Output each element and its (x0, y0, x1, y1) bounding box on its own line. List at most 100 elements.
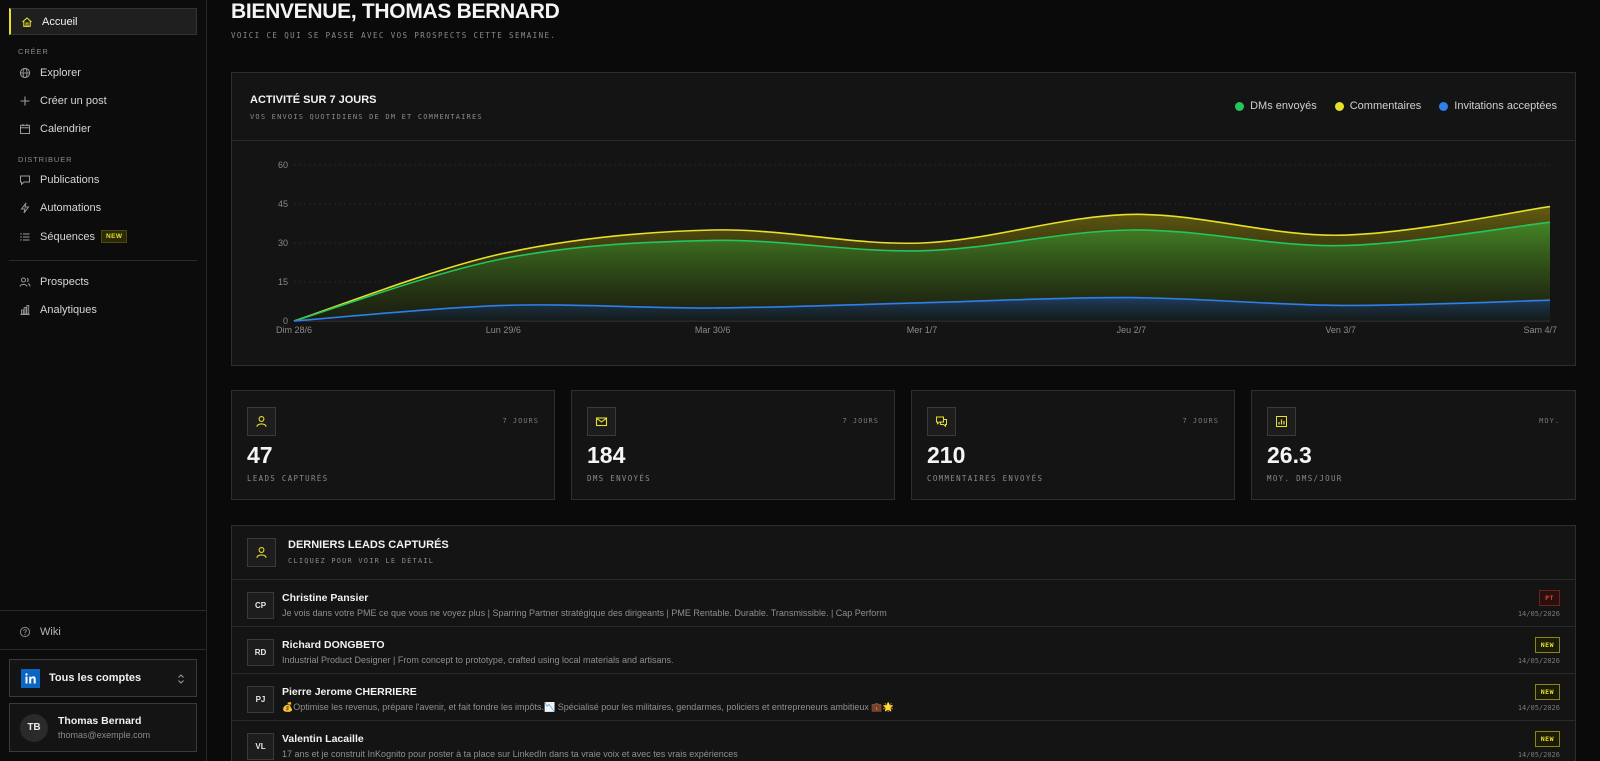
stat-label: LEADS CAPTURÉS (247, 474, 329, 483)
avatar: TB (20, 713, 48, 742)
users-icon (19, 276, 31, 288)
x-tick-label: Dim 28/6 (276, 325, 312, 335)
lead-avatar: PJ (247, 686, 274, 713)
lead-headline: 17 ans et je construit InKognito pour po… (282, 749, 738, 759)
sidebar-item-automations[interactable]: Automations (9, 194, 197, 221)
lead-avatar: RD (247, 639, 274, 666)
user-name: Thomas Bernard (58, 715, 142, 727)
linkedin-icon (21, 668, 40, 688)
chart-divider (232, 140, 1575, 141)
stat-period-tag: 7 JOURS (502, 417, 539, 425)
y-tick-label: 30 (278, 238, 288, 248)
comments-icon (927, 407, 956, 436)
sidebar-item-wiki[interactable]: Wiki (9, 618, 197, 645)
user-info: Thomas Bernard thomas@exemple.com (58, 715, 150, 740)
line-dms-envoyes (293, 221, 1551, 322)
sidebar-item-label: Wiki (40, 625, 61, 638)
stat-card-average[interactable]: MOY. 26.3 MOY. DMS/JOUR (1251, 390, 1576, 500)
sidebar-divider (0, 649, 207, 650)
stat-card-comments[interactable]: 7 JOURS 210 COMMENTAIRES ENVOYÉS (911, 390, 1235, 500)
sidebar-item-label: Explorer (40, 66, 81, 79)
sidebar-item-calendar[interactable]: Calendrier (9, 115, 197, 142)
lead-row[interactable]: CP Christine Pansier Je vois dans votre … (232, 579, 1575, 626)
lead-name: Christine Pansier (282, 592, 369, 604)
list-icon (19, 231, 31, 243)
stat-label: MOY. DMS/JOUR (1267, 474, 1343, 483)
legend-label: DMs envoyés (1250, 100, 1317, 112)
legend-item-comments: Commentaires (1334, 100, 1421, 112)
sidebar-item-label: Séquences (40, 230, 96, 243)
sidebar-divider (9, 260, 197, 261)
lead-headline: Industrial Product Designer | From conce… (282, 655, 674, 665)
activity-area-chart: 0 15 30 45 60 Dim 28/6 Lun 29/6 Mar 30/6 Mer 1/7… (276, 160, 1557, 335)
user-email: thomas@exemple.com (58, 730, 151, 740)
stat-label: COMMENTAIRES ENVOYÉS (927, 474, 1044, 483)
lead-status-badge: PT (1539, 590, 1560, 606)
lead-date: 14/05/2026 (1517, 657, 1560, 665)
account-selector-label: Tous les comptes (49, 672, 142, 684)
y-tick-label: 15 (278, 277, 288, 287)
lead-avatar: VL (247, 733, 274, 760)
chevron-up-down-icon (177, 672, 185, 690)
lead-row[interactable]: VL Valentin Lacaille 17 ans et je constr… (232, 720, 1575, 761)
lead-status-badge: NEW (1534, 731, 1560, 747)
sidebar-item-analytics[interactable]: Analytiques (9, 296, 197, 323)
lead-avatar: CP (247, 592, 274, 619)
sidebar-divider (0, 610, 207, 611)
calendar-icon (19, 123, 31, 135)
lead-headline: Je vois dans votre PME ce que vous ne vo… (282, 608, 887, 618)
page-subtitle: VOICI CE QUI SE PASSE AVEC VOS PROSPECTS… (231, 31, 557, 40)
bar-chart-icon (1267, 407, 1296, 436)
sidebar-item-create-post[interactable]: Créer un post (9, 87, 197, 114)
account-selector[interactable]: Tous les comptes (9, 659, 197, 697)
stat-card-leads[interactable]: 7 JOURS 47 LEADS CAPTURÉS (231, 390, 555, 500)
home-icon (21, 16, 33, 28)
sidebar-item-label: Automations (40, 201, 102, 214)
section-create-label: CRÉER (18, 47, 49, 56)
globe-icon (19, 67, 31, 79)
sidebar-item-sequences[interactable]: Séquences NEW (9, 223, 197, 250)
help-circle-icon (19, 626, 31, 638)
stat-value: 210 (927, 442, 966, 468)
line-commentaires (293, 205, 1551, 322)
page-title: BIENVENUE, THOMAS BERNARD (231, 0, 560, 23)
message-icon (19, 174, 31, 186)
lead-name: Pierre Jerome CHERRIERE (282, 686, 417, 698)
x-tick-label: Lun 29/6 (486, 325, 521, 335)
stat-card-dms[interactable]: 7 JOURS 184 DMS ENVOYÉS (571, 390, 895, 500)
lead-headline: 💰Optimise les revenus, prépare l'avenir,… (282, 702, 894, 712)
x-tick-label: Mer 1/7 (907, 325, 938, 335)
x-tick-label: Ven 3/7 (1325, 325, 1356, 335)
x-tick-label: Mar 30/6 (695, 325, 731, 335)
leads-title: DERNIERS LEADS CAPTURÉS (288, 539, 449, 551)
stat-value: 184 (587, 442, 626, 468)
bolt-icon (19, 202, 31, 214)
leads-subtitle: CLIQUEZ POUR VOIR LE DÉTAIL (288, 557, 435, 565)
sidebar-item-prospects[interactable]: Prospects (9, 268, 197, 295)
sidebar-item-explore[interactable]: Explorer (9, 59, 197, 86)
sidebar-item-home[interactable]: Accueil (9, 8, 197, 35)
lead-row[interactable]: RD Richard DONGBETO Industrial Product D… (232, 626, 1575, 673)
user-card[interactable]: TB Thomas Bernard thomas@exemple.com (9, 703, 197, 752)
lead-name: Valentin Lacaille (282, 733, 364, 745)
lead-date: 14/05/2026 (1517, 704, 1560, 712)
stat-period-tag: 7 JOURS (842, 417, 879, 425)
activity-chart-panel: ACTIVITÉ SUR 7 JOURS VOS ENVOIS QUOTIDIE… (231, 72, 1576, 366)
lead-row[interactable]: PJ Pierre Jerome CHERRIERE 💰Optimise les… (232, 673, 1575, 720)
main-content: BIENVENUE, THOMAS BERNARD VOICI CE QUI S… (208, 0, 1600, 761)
sidebar-item-label: Publications (40, 173, 100, 186)
stat-value: 47 (247, 442, 273, 468)
recent-leads-panel: DERNIERS LEADS CAPTURÉS CLIQUEZ POUR VOI… (231, 525, 1576, 761)
sidebar-item-label: Prospects (40, 275, 89, 288)
y-tick-label: 45 (278, 199, 288, 209)
sidebar-item-label: Calendrier (40, 122, 91, 135)
section-distribute-label: DISTRIBUER (18, 155, 73, 164)
sidebar-item-label: Créer un post (40, 94, 107, 107)
sidebar-item-publications[interactable]: Publications (9, 166, 197, 193)
legend-item-invitations: Invitations acceptées (1439, 100, 1557, 112)
y-tick-label: 60 (278, 160, 288, 170)
plus-icon (19, 95, 31, 107)
chart-subtitle: VOS ENVOIS QUOTIDIENS DE DM ET COMMENTAI… (250, 113, 483, 121)
area-invitations-acceptees (294, 297, 1550, 321)
